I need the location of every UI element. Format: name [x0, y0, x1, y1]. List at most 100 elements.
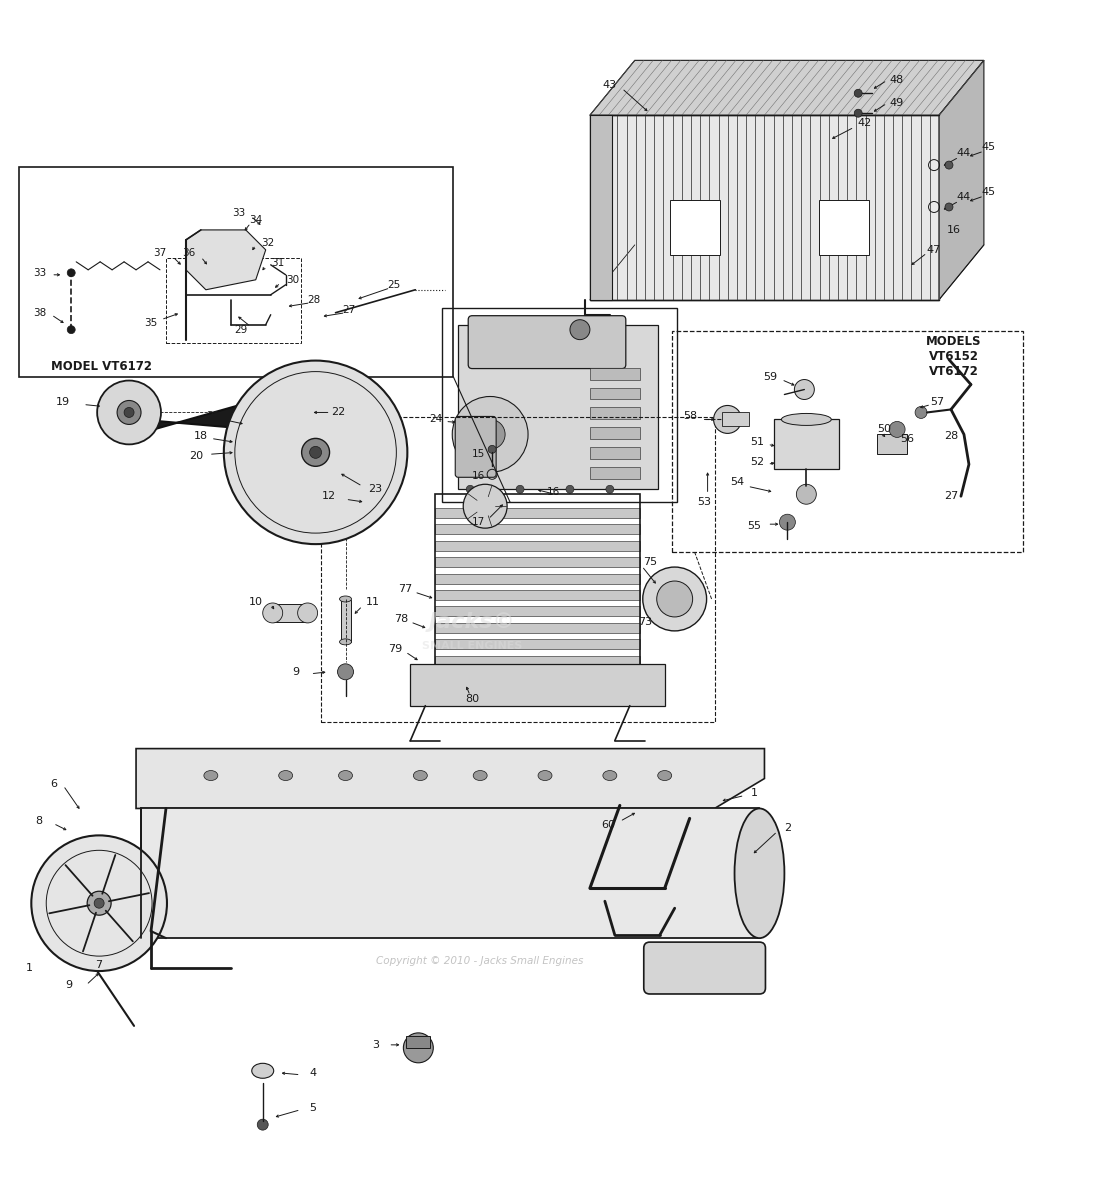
Bar — [590, 387, 640, 399]
Circle shape — [404, 1032, 433, 1063]
FancyBboxPatch shape — [469, 316, 626, 368]
Text: 51: 51 — [750, 437, 764, 448]
Text: 73: 73 — [638, 617, 652, 626]
Text: 59: 59 — [763, 372, 778, 381]
Text: 50: 50 — [877, 424, 891, 435]
Bar — [590, 367, 640, 380]
Text: 44: 44 — [957, 148, 971, 159]
Text: 27: 27 — [944, 491, 958, 501]
Text: 7: 7 — [96, 960, 102, 970]
Text: 23: 23 — [368, 484, 383, 494]
Text: 52: 52 — [750, 457, 764, 468]
Bar — [442, 308, 676, 502]
Text: 20: 20 — [189, 451, 204, 462]
Ellipse shape — [204, 771, 218, 780]
Bar — [436, 639, 640, 649]
Circle shape — [117, 400, 141, 424]
Text: 16: 16 — [547, 488, 560, 497]
Text: 2: 2 — [784, 823, 791, 834]
Text: 1: 1 — [751, 789, 758, 798]
Bar — [820, 200, 869, 255]
Circle shape — [338, 664, 353, 680]
Circle shape — [298, 603, 318, 623]
Bar — [320, 418, 715, 722]
Bar — [459, 324, 658, 489]
Text: 5: 5 — [309, 1102, 316, 1113]
Text: 58: 58 — [683, 412, 697, 422]
Circle shape — [606, 485, 614, 494]
Circle shape — [516, 485, 524, 494]
Text: 42: 42 — [857, 118, 871, 128]
Text: 1: 1 — [25, 963, 33, 973]
Polygon shape — [97, 406, 407, 443]
Text: 32: 32 — [261, 238, 274, 247]
Circle shape — [301, 438, 330, 466]
Bar — [774, 419, 839, 469]
Circle shape — [780, 514, 795, 530]
Text: 38: 38 — [33, 308, 46, 317]
Circle shape — [67, 326, 75, 334]
Circle shape — [796, 484, 816, 504]
Polygon shape — [590, 60, 983, 115]
Ellipse shape — [252, 1063, 274, 1079]
Bar — [590, 468, 640, 480]
Text: SMALL ENGINES: SMALL ENGINES — [422, 641, 522, 651]
Bar — [670, 200, 719, 255]
Text: 16: 16 — [472, 471, 485, 481]
Bar — [436, 558, 640, 567]
Text: 48: 48 — [889, 76, 903, 85]
Text: 47: 47 — [927, 245, 942, 255]
Bar — [590, 407, 640, 419]
Text: 17: 17 — [472, 517, 485, 527]
Text: 29: 29 — [234, 324, 248, 335]
Circle shape — [657, 581, 693, 617]
Circle shape — [257, 1119, 268, 1131]
Circle shape — [31, 836, 167, 971]
Bar — [877, 435, 908, 455]
Text: 57: 57 — [930, 398, 944, 407]
Text: 53: 53 — [697, 497, 712, 507]
Text: 36: 36 — [183, 247, 196, 258]
Circle shape — [67, 269, 75, 277]
FancyBboxPatch shape — [644, 942, 766, 995]
Circle shape — [855, 89, 862, 97]
Text: 25: 25 — [387, 279, 400, 290]
Text: 28: 28 — [944, 431, 958, 442]
Bar — [436, 573, 640, 584]
Circle shape — [452, 397, 528, 472]
Polygon shape — [136, 748, 764, 809]
Bar — [436, 623, 640, 633]
Text: 43: 43 — [603, 81, 617, 90]
Bar — [436, 541, 640, 551]
Ellipse shape — [473, 771, 487, 780]
Bar — [406, 1036, 430, 1048]
Bar — [590, 115, 939, 300]
Bar — [141, 809, 759, 938]
Text: 33: 33 — [33, 268, 46, 278]
Circle shape — [488, 445, 496, 453]
Text: 33: 33 — [232, 208, 245, 218]
Text: 30: 30 — [286, 275, 299, 285]
Text: 77: 77 — [398, 584, 412, 594]
Text: 34: 34 — [249, 215, 263, 225]
Text: 10: 10 — [249, 597, 263, 607]
Bar — [672, 330, 1023, 552]
Circle shape — [223, 361, 407, 545]
Circle shape — [97, 380, 161, 444]
Ellipse shape — [658, 771, 672, 780]
Text: MODELS
VT6152
VT6172: MODELS VT6152 VT6172 — [926, 335, 981, 378]
Ellipse shape — [278, 771, 293, 780]
Bar — [436, 590, 640, 600]
Text: Jacks©: Jacks© — [429, 612, 516, 632]
Text: MODEL VT6172: MODEL VT6172 — [52, 360, 152, 373]
Circle shape — [87, 892, 111, 915]
Circle shape — [570, 320, 590, 340]
Text: 54: 54 — [730, 477, 745, 488]
Circle shape — [95, 899, 104, 908]
Ellipse shape — [414, 771, 427, 780]
Circle shape — [794, 380, 814, 399]
Ellipse shape — [538, 771, 552, 780]
Text: 21: 21 — [206, 412, 220, 422]
Text: 78: 78 — [394, 614, 408, 624]
Circle shape — [124, 407, 134, 418]
